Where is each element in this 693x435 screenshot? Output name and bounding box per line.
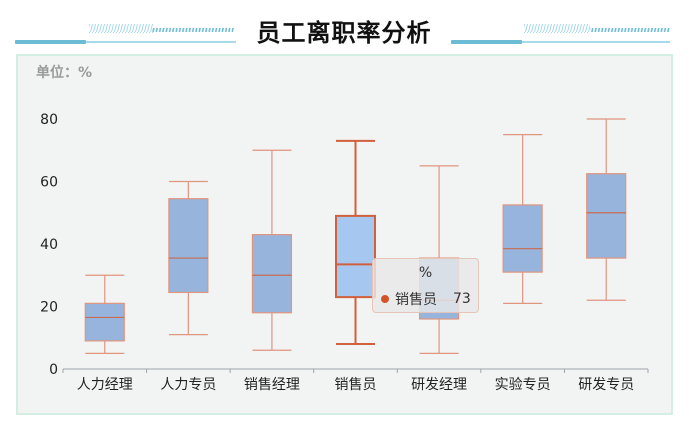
chart-header: 员工离职率分析: [0, 0, 693, 54]
y-tick-label: 20: [40, 300, 58, 316]
iqr-box: [335, 214, 376, 299]
iqr-box: [586, 173, 627, 259]
x-tick-label: 销售经理: [244, 377, 300, 393]
iqr-box: [251, 234, 293, 314]
tooltip-value: 73: [453, 291, 471, 307]
box-3[interactable]: [251, 149, 293, 351]
unit-label: 单位：%: [36, 65, 93, 81]
y-tick-label: 60: [40, 175, 58, 191]
data-tooltip: % 销售员 73: [372, 258, 479, 313]
series-marker-icon: [381, 295, 389, 303]
tooltip-title: %: [418, 265, 433, 281]
y-tick-label: 40: [40, 237, 58, 253]
header-decoration: [15, 24, 670, 44]
x-axis: 人力经理 人力专员 销售经理 销售员 研发经理 实验专员 研发专员: [62, 368, 649, 393]
y-axis: 0 20 40 60 80: [40, 112, 58, 378]
iqr-box: [502, 204, 543, 273]
iqr-box: [168, 198, 209, 294]
x-tick-label: 研发专员: [578, 377, 634, 393]
chart-title: 员工离职率分析: [256, 19, 432, 47]
x-tick-label: 人力经理: [77, 377, 133, 393]
tooltip-row: 销售员 73: [381, 289, 471, 309]
x-tick-label: 人力专员: [160, 377, 216, 393]
x-tick-label: 销售员: [335, 377, 377, 393]
box-series: [84, 118, 627, 354]
iqr-box: [84, 302, 125, 342]
box-4[interactable]: [335, 139, 376, 345]
box-2[interactable]: [168, 180, 209, 336]
tooltip-series-name: 销售员: [395, 292, 437, 308]
x-tick-label: 研发经理: [411, 377, 467, 393]
box-6[interactable]: [502, 134, 543, 304]
y-tick-label: 0: [49, 362, 58, 378]
x-tick-label: 实验专员: [495, 377, 551, 393]
box-7[interactable]: [586, 118, 627, 301]
y-tick-label: 80: [40, 112, 58, 128]
box-1[interactable]: [84, 274, 125, 354]
